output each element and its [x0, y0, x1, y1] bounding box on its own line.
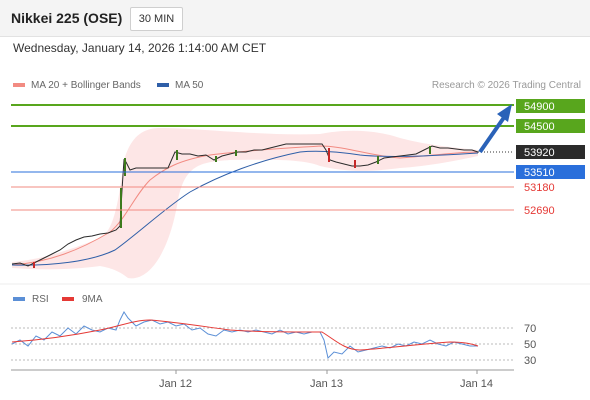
- timestamp: Wednesday, January 14, 2026 1:14:00 AM C…: [13, 41, 267, 55]
- rsi-ma-legend-label: 9MA: [82, 294, 103, 305]
- rsi-tick-30: 30: [524, 355, 536, 367]
- legend-ma50-label: MA 50: [175, 80, 204, 91]
- rsi-legend-swatch: [13, 297, 25, 301]
- level-tag-53510: 53510: [524, 167, 555, 179]
- legend-ma-bb-swatch: [13, 83, 25, 88]
- level-tag-54500: 54500: [524, 121, 555, 133]
- rsi-line: [11, 311, 478, 359]
- instrument-title: Nikkei 225 (OSE): [11, 10, 123, 26]
- level-tag-53510-bg: [516, 165, 585, 179]
- bollinger-band: [12, 128, 478, 279]
- price-series: [11, 143, 479, 267]
- price-candles: [120, 146, 431, 228]
- level-tag-53920: 53920: [524, 147, 555, 159]
- rsi-tick-70: 70: [524, 323, 536, 335]
- rsi-ma-line: [11, 319, 479, 351]
- ma50-line: [11, 150, 479, 266]
- rsi-tick-50: 50: [524, 339, 536, 351]
- legend-ma50: MA 50: [157, 80, 203, 91]
- level-tag-54900: 54900: [524, 101, 555, 113]
- chart-header: Nikkei 225 (OSE) 30 MIN: [0, 0, 590, 37]
- x-label-jan12: Jan 12: [159, 378, 192, 390]
- rsi-ma-legend-swatch: [62, 297, 74, 301]
- rsi-legend-label: RSI: [32, 294, 49, 305]
- x-label-jan14: Jan 14: [460, 378, 493, 390]
- x-label-jan13: Jan 13: [310, 378, 343, 390]
- level-tag-54900-bg: [516, 99, 585, 113]
- legend-ma50-swatch: [157, 83, 169, 88]
- forecast-arrow-icon: [478, 104, 512, 154]
- level-tag-53920-bg: [516, 145, 585, 159]
- level-tag-52690: 52690: [524, 205, 555, 217]
- legend-ma-bb-label: MA 20 + Bollinger Bands: [31, 80, 141, 91]
- research-credit: Research © 2026 Trading Central: [431, 80, 581, 91]
- timeframe-button[interactable]: 30 MIN: [130, 7, 183, 31]
- legend-ma-bb: MA 20 + Bollinger Bands: [13, 80, 141, 91]
- level-tag-54500-bg: [516, 119, 585, 133]
- level-tag-53180: 53180: [524, 182, 555, 194]
- bearish-candles: [33, 148, 356, 268]
